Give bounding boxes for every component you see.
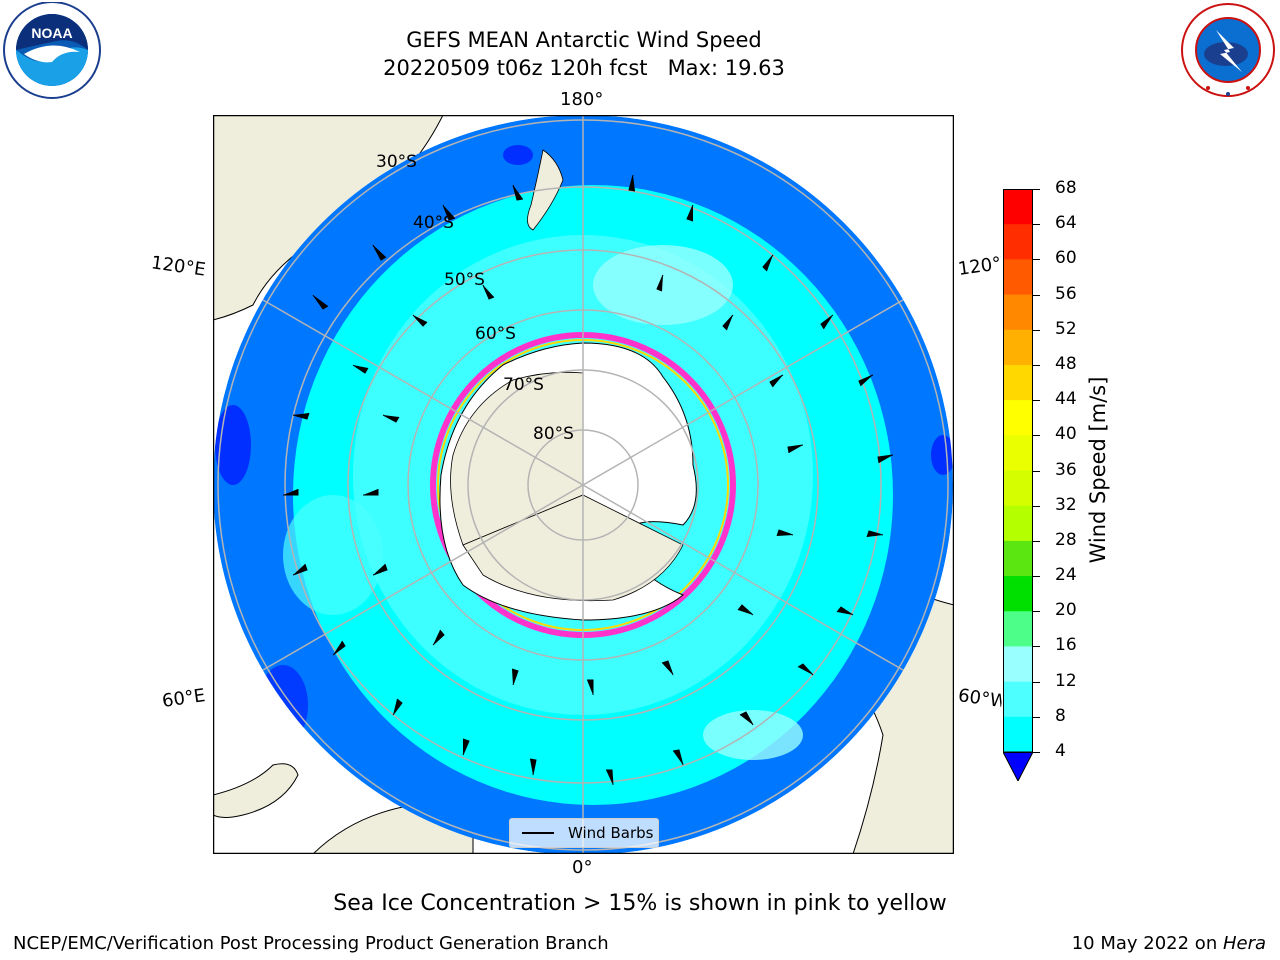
colorbar-tick-mark bbox=[1032, 576, 1040, 578]
colorbar-tick-label: 28 bbox=[1055, 529, 1077, 550]
colorbar-band bbox=[1003, 329, 1033, 366]
colorbar-tick-label: 20 bbox=[1055, 600, 1077, 621]
lon-label-60e: 60°E bbox=[160, 685, 207, 712]
colorbar-band bbox=[1003, 400, 1033, 436]
colorbar-band bbox=[1003, 505, 1033, 542]
colorbar-band bbox=[1003, 294, 1033, 331]
colorbar-tick-mark bbox=[1032, 752, 1040, 753]
colorbar-tick-mark bbox=[1032, 294, 1040, 296]
colorbar-band bbox=[1003, 224, 1033, 260]
lat-label-40s: 40°S bbox=[413, 213, 454, 233]
colorbar-band bbox=[1003, 470, 1033, 507]
lon-label-120w: 120°W bbox=[956, 253, 1004, 280]
lat-label-80s: 80°S bbox=[533, 424, 574, 444]
map-panel bbox=[212, 114, 955, 855]
colorbar-tick-label: 40 bbox=[1055, 424, 1077, 445]
run-date-prefix: 10 May 2022 on bbox=[1071, 933, 1223, 954]
colorbar-tick-label: 4 bbox=[1055, 741, 1066, 761]
colorbar-label: Wind Speed [m/s] bbox=[1086, 376, 1110, 564]
lon-label-0: 0° bbox=[572, 857, 593, 878]
lat-label-30s: 30°S bbox=[376, 152, 417, 172]
colorbar-band bbox=[1003, 259, 1033, 296]
colorbar-tick-label: 48 bbox=[1055, 353, 1077, 374]
lon-label-60w: 60°W bbox=[956, 685, 1004, 712]
colorbar-band bbox=[1003, 435, 1033, 471]
colorbar-tick-mark bbox=[1032, 400, 1040, 402]
colorbar-band bbox=[1003, 364, 1033, 401]
legend-label: Wind Barbs bbox=[568, 824, 654, 842]
colorbar-tick-label: 56 bbox=[1055, 283, 1077, 304]
chart-title-line2: 20220509 t06z 120h fcst Max: 19.63 bbox=[383, 56, 785, 80]
nws-logo-icon bbox=[1178, 2, 1278, 102]
colorbar-tick-mark bbox=[1032, 681, 1040, 683]
colorbar-tick-mark bbox=[1032, 364, 1040, 366]
colorbar-band bbox=[1003, 611, 1033, 647]
colorbar-tick-label: 12 bbox=[1055, 670, 1077, 691]
map-legend: Wind Barbs bbox=[509, 818, 659, 848]
colorbar-tick-mark bbox=[1032, 646, 1040, 648]
colorbar bbox=[1002, 189, 1034, 783]
wind-barb-legend-swatch bbox=[522, 832, 554, 834]
colorbar-band bbox=[1003, 646, 1033, 683]
colorbar-tick-mark bbox=[1032, 435, 1040, 437]
colorbar-tick-label: 52 bbox=[1055, 318, 1077, 339]
colorbar-tick-label: 16 bbox=[1055, 635, 1077, 656]
machine-name: Hera bbox=[1222, 933, 1266, 954]
colorbar-tick-mark bbox=[1032, 540, 1040, 542]
colorbar-tick-label: 60 bbox=[1055, 248, 1077, 269]
antarctica-land bbox=[450, 371, 584, 546]
polar-map bbox=[212, 114, 955, 855]
colorbar-under-extension bbox=[1002, 751, 1034, 783]
wind-barbs bbox=[283, 174, 894, 786]
colorbar-tick-mark bbox=[1032, 189, 1040, 190]
lon-label-180: 180° bbox=[560, 89, 604, 110]
colorbar-tick-label: 32 bbox=[1055, 494, 1077, 515]
colorbar-tick-mark bbox=[1032, 470, 1040, 472]
colorbar-tick-mark bbox=[1032, 505, 1040, 507]
sea-ice-note: Sea Ice Concentration > 15% is shown in … bbox=[333, 891, 947, 916]
lat-label-60s: 60°S bbox=[475, 324, 516, 344]
branch-credit: NCEP/EMC/Verification Post Processing Pr… bbox=[13, 933, 609, 954]
colorbar-tick-mark bbox=[1032, 224, 1040, 226]
colorbar-tick-mark bbox=[1032, 611, 1040, 613]
colorbar-band bbox=[1003, 189, 1033, 225]
colorbar-tick-label: 24 bbox=[1055, 565, 1077, 586]
colorbar-tick-label: 44 bbox=[1055, 389, 1077, 410]
colorbar-band bbox=[1003, 576, 1033, 612]
colorbar-tick-mark bbox=[1032, 259, 1040, 261]
colorbar-tick-label: 64 bbox=[1055, 213, 1077, 234]
colorbar-tick-mark bbox=[1032, 329, 1040, 331]
colorbar-tick-label: 8 bbox=[1055, 705, 1066, 726]
colorbar-tick-label: 68 bbox=[1055, 178, 1077, 198]
lat-label-70s: 70°S bbox=[503, 375, 544, 395]
graticule bbox=[217, 115, 949, 854]
lon-label-120e: 120°E bbox=[149, 252, 207, 281]
chart-title-line1: GEFS MEAN Antarctic Wind Speed bbox=[406, 28, 762, 52]
noaa-logo-icon: NOAA bbox=[2, 1, 102, 102]
noaa-logo-text: NOAA bbox=[31, 25, 72, 41]
colorbar-band bbox=[1003, 716, 1033, 753]
run-date: 10 May 2022 on Hera bbox=[1072, 933, 1266, 954]
colorbar-band bbox=[1003, 540, 1033, 577]
colorbar-tick-mark bbox=[1032, 716, 1040, 718]
colorbar-tick-label: 36 bbox=[1055, 459, 1077, 480]
colorbar-band bbox=[1003, 681, 1033, 718]
lat-label-50s: 50°S bbox=[444, 270, 485, 290]
